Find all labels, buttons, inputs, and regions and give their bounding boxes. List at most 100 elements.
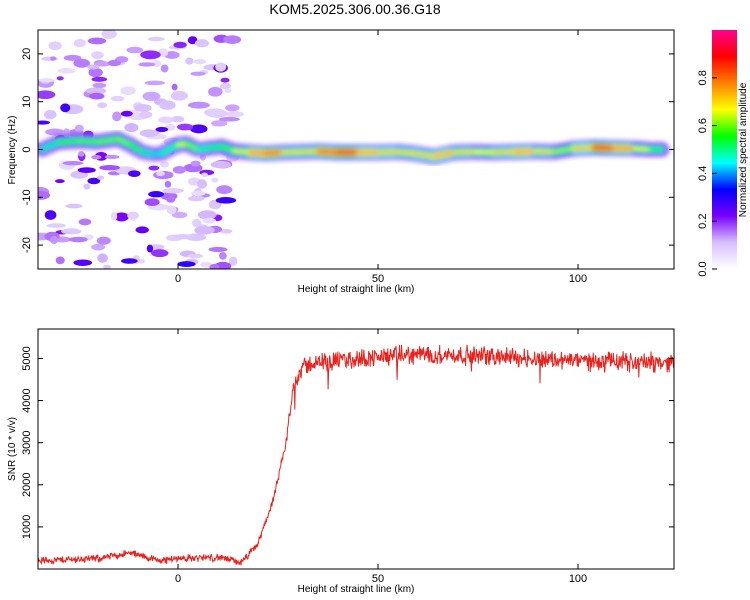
spectrogram-noise-blob [85, 87, 106, 95]
spectrogram-noise-blob [144, 198, 160, 206]
spectrogram-noise-blob [190, 71, 206, 76]
spectrogram-noise-blob [172, 165, 187, 174]
spectrogram-ridge-segment [552, 147, 576, 154]
spectrogram-noise-blob [223, 35, 242, 44]
spectrogram-xlabel: Height of straight line (km) [298, 284, 415, 295]
spectrogram-noise-blob [73, 58, 91, 68]
spectrogram-noise-blob [166, 205, 177, 215]
spectrogram-noise-blob [171, 115, 185, 123]
spectrogram-noise-blob [57, 67, 76, 74]
spectrogram-noise-blob [216, 185, 233, 195]
spectrogram-noise-blob [104, 154, 120, 159]
spectrogram-noise-blob [215, 197, 237, 204]
spectrogram-ridge-segment [196, 146, 212, 151]
spectrogram-noise-blob [110, 95, 125, 102]
snr-ytick-label: 1000 [21, 515, 33, 539]
spectrogram-noise-blob [73, 38, 86, 48]
spectrogram-noise-blob [74, 124, 84, 133]
spectrogram-ytick-label: 10 [21, 96, 33, 108]
spectrogram-noise-blob [60, 103, 71, 113]
snr-axes: 0 50 100 1000 2000 3000 4000 5000 [21, 329, 674, 585]
colorbar-tick-label: 0.2 [697, 214, 709, 229]
spectrogram-noise-blob [219, 82, 232, 90]
spectrogram-noise-blob [187, 253, 204, 259]
spectrogram-noise-blob [205, 109, 228, 118]
spectrogram-ridge-segment [220, 145, 236, 153]
spectrogram-noise-blob [49, 56, 57, 61]
spectrogram-noise-blob [155, 126, 169, 133]
figure-title: KOM5.2025.306.00.36.G18 [269, 1, 440, 17]
spectrogram-noise-blob [88, 67, 103, 78]
spectrogram-noise-blob [224, 88, 232, 93]
spectrogram-noise-blob [97, 102, 108, 109]
spectrogram-noise-blob [191, 190, 206, 197]
spectrogram-ridge-segment [40, 140, 60, 151]
spectrogram-noise-blob [43, 109, 57, 120]
spectrogram-noise-blob [187, 36, 198, 45]
spectrogram-noise-blob [38, 90, 56, 100]
spectrogram-noise-blob [97, 253, 108, 263]
spectrogram-noise-blob [162, 188, 184, 194]
spectrogram-noise-blob [78, 218, 92, 226]
spectrogram-noise-blob [138, 258, 145, 264]
spectrogram-noise-blob [187, 101, 210, 109]
spectrogram-noise-blob [38, 120, 51, 125]
spectrogram-noise-blob [220, 77, 230, 83]
colorbar: 0.0 0.2 0.4 0.6 0.8 Normalized spectral ampl… [697, 30, 749, 277]
colorbar-tick-label: 0.4 [697, 166, 709, 181]
spectrogram-noise-blob [138, 62, 156, 67]
spectrogram-noise-blob [171, 211, 188, 219]
spectrogram-ridge-segment [116, 137, 132, 147]
spectrogram-noise-blob [103, 264, 111, 269]
snr-xtick-label: 0 [175, 573, 181, 585]
spectrogram-noise-blob [148, 191, 165, 198]
snr-ytick-label: 2000 [21, 473, 33, 497]
spectrogram-noise-blob [139, 129, 159, 138]
spectrogram-noise-blob [225, 111, 244, 118]
spectrogram-noise-blob [61, 228, 82, 235]
spectrogram-noise-blob [140, 50, 161, 60]
spectrogram-noise-blob [91, 51, 104, 60]
snr-ytick-label: 3000 [21, 430, 33, 454]
spectrogram-noise-blob [188, 195, 205, 202]
spectrogram-xtick-label: 50 [372, 273, 384, 285]
spectrogram-noise-blob [110, 211, 118, 221]
spectrogram-ytick-label: 0 [21, 146, 33, 152]
spectrogram-noise-blob [197, 179, 208, 189]
spectrogram-ridge-segment [432, 150, 456, 159]
spectrogram-noise-blob [114, 212, 129, 222]
spectrogram-noise-blob [147, 36, 165, 42]
spectrogram-ridge-segment [56, 139, 80, 144]
spectrogram-ridge-segment [412, 151, 436, 159]
spectrogram-noise-blob [148, 165, 160, 171]
spectrogram-noise-blob [190, 160, 201, 167]
spectrogram-ridge-segment [160, 143, 180, 155]
spectrogram-noise-blob [166, 195, 176, 203]
spectrogram-noise-blob [173, 41, 187, 48]
spectrogram-noise-blob [120, 86, 136, 96]
spectrogram-noise-blob [46, 223, 67, 228]
spectrogram-noise-blob [49, 236, 59, 245]
spectrogram-noise-blob [177, 261, 196, 267]
spectrogram-noise-blob [78, 151, 85, 157]
spectrogram-noise-blob [208, 86, 223, 97]
spectrogram-noise-blob [189, 124, 208, 134]
snr-xtick-label: 50 [372, 573, 384, 585]
spectrogram-ridge-segment [128, 143, 144, 154]
spectrogram-noise-blob [62, 160, 84, 166]
spectrogram-noise-blob [70, 170, 89, 179]
spectrogram-noise-blob [146, 244, 154, 253]
snr-series-line [38, 344, 674, 566]
spectrogram-noise-blob [38, 78, 55, 83]
spectrogram-noise-blob [127, 211, 139, 220]
spectrogram-noise-blob [96, 236, 111, 245]
spectrogram-ridge-segment [140, 150, 156, 156]
snr-frame [37, 328, 675, 570]
spectrogram-noise-blob [138, 111, 153, 119]
spectrogram-ridge-segment [76, 139, 100, 144]
colorbar-label: Normalized spectral amplitude [738, 82, 749, 217]
spectrogram-ridge-segment [96, 137, 120, 144]
colorbar-tick-label: 0.6 [697, 118, 709, 133]
